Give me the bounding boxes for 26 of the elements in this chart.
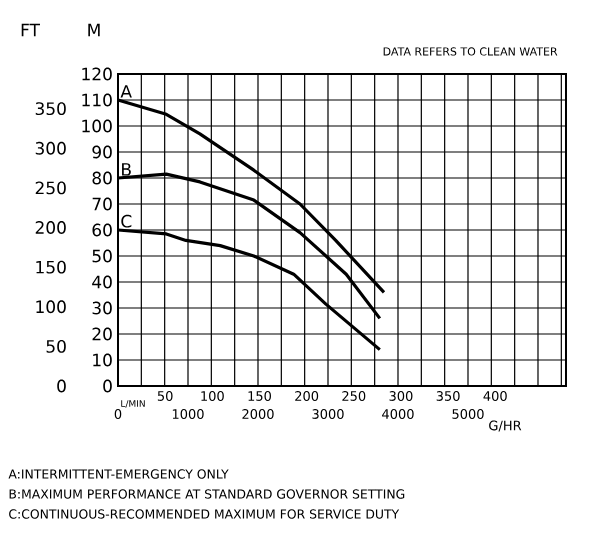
y-tick-label: 80 <box>92 171 112 185</box>
y-tick-label: 90 <box>92 145 112 159</box>
y2-tick-label: 200 <box>35 221 66 234</box>
y2-tick-label: 250 <box>35 181 66 195</box>
y-tick-label: 60 <box>92 223 112 237</box>
y2-tick-label: 0 <box>57 379 66 393</box>
y2-axis-title: FT <box>21 23 40 37</box>
y-tick-label: 120 <box>82 67 112 81</box>
y-tick-label: 0 <box>103 379 112 393</box>
y-tick-label: 50 <box>92 249 112 263</box>
y2-tick-label: 150 <box>36 260 66 274</box>
series-label: C <box>121 214 132 228</box>
y2-tick-label: 100 <box>36 300 66 314</box>
y2-tick-label: 300 <box>35 141 66 155</box>
y2-tick-label: 350 <box>35 102 66 116</box>
y-tick-label: 40 <box>92 275 112 289</box>
y-tick-label: 10 <box>93 353 112 367</box>
y-tick-label: 100 <box>82 119 112 133</box>
y-tick-label: 20 <box>92 327 112 341</box>
y-tick-label: 30 <box>92 301 112 315</box>
y2-tick-label: 50 <box>46 339 66 353</box>
y-axis-title: M <box>88 23 100 37</box>
series-label: B <box>122 163 131 176</box>
y-tick-label: 110 <box>82 93 112 107</box>
y-tick-label: 70 <box>92 197 112 211</box>
series-label: A <box>120 85 132 98</box>
